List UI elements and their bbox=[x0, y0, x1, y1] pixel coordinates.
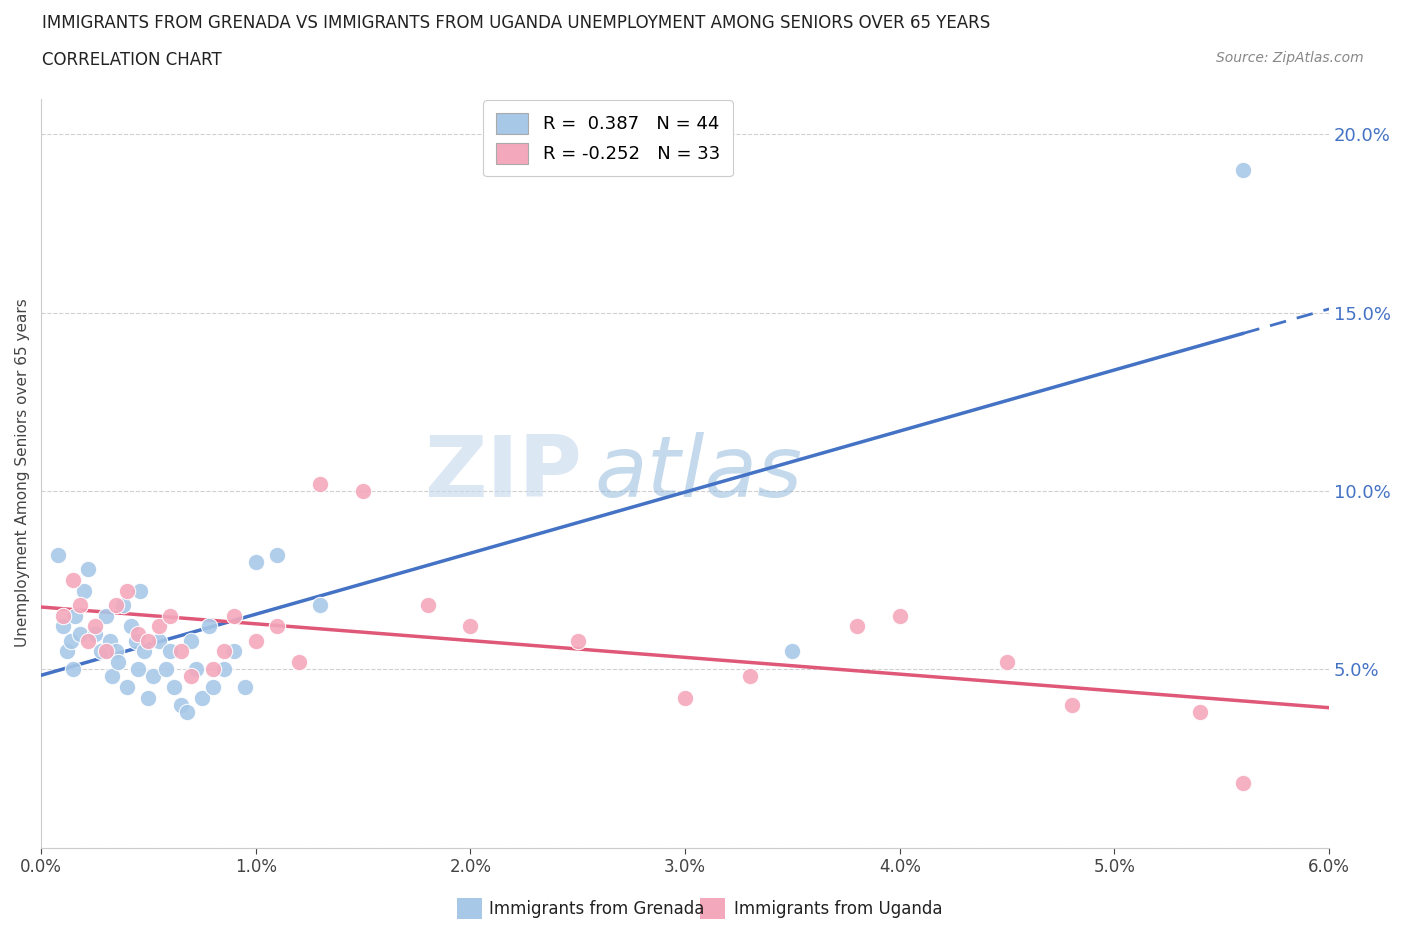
Point bbox=[1232, 776, 1254, 790]
Point bbox=[309, 476, 332, 491]
Point bbox=[245, 555, 267, 570]
Point bbox=[845, 619, 868, 634]
Point bbox=[567, 633, 589, 648]
Point bbox=[69, 626, 91, 641]
Text: ZIP: ZIP bbox=[425, 432, 582, 514]
Point bbox=[105, 644, 128, 658]
Point bbox=[62, 573, 84, 588]
Point bbox=[52, 619, 75, 634]
Point bbox=[352, 484, 374, 498]
Point bbox=[889, 608, 911, 623]
Point bbox=[142, 669, 165, 684]
Legend: R =  0.387   N = 44, R = -0.252   N = 33: R = 0.387 N = 44, R = -0.252 N = 33 bbox=[484, 100, 733, 177]
Point bbox=[52, 608, 75, 623]
Text: Immigrants from Uganda: Immigrants from Uganda bbox=[734, 899, 942, 918]
Point bbox=[738, 669, 761, 684]
Point bbox=[191, 690, 214, 705]
Point bbox=[212, 662, 235, 677]
Point bbox=[62, 662, 84, 677]
Point bbox=[201, 680, 224, 695]
Point bbox=[460, 619, 482, 634]
Point bbox=[245, 633, 267, 648]
Point bbox=[176, 705, 198, 720]
Point bbox=[128, 583, 150, 598]
Point bbox=[233, 680, 256, 695]
Text: CORRELATION CHART: CORRELATION CHART bbox=[42, 51, 222, 69]
Point bbox=[155, 662, 177, 677]
Point bbox=[120, 619, 142, 634]
Point bbox=[115, 583, 138, 598]
Point bbox=[46, 548, 69, 563]
Point bbox=[127, 662, 149, 677]
Point bbox=[90, 644, 112, 658]
Point bbox=[127, 626, 149, 641]
Text: atlas: atlas bbox=[595, 432, 803, 514]
Point bbox=[1232, 163, 1254, 178]
Point bbox=[138, 690, 160, 705]
Point bbox=[212, 644, 235, 658]
Point bbox=[148, 633, 170, 648]
Point bbox=[184, 662, 207, 677]
Point bbox=[148, 619, 170, 634]
Point bbox=[163, 680, 186, 695]
Point bbox=[673, 690, 696, 705]
Point bbox=[83, 619, 105, 634]
Point bbox=[101, 669, 124, 684]
Point bbox=[1189, 705, 1212, 720]
Point bbox=[995, 655, 1018, 670]
Point bbox=[169, 644, 191, 658]
Point bbox=[416, 598, 439, 613]
Point bbox=[60, 633, 83, 648]
Point bbox=[266, 548, 288, 563]
Point bbox=[180, 633, 202, 648]
Point bbox=[159, 644, 181, 658]
Text: Immigrants from Grenada: Immigrants from Grenada bbox=[489, 899, 704, 918]
Point bbox=[197, 619, 219, 634]
Y-axis label: Unemployment Among Seniors over 65 years: Unemployment Among Seniors over 65 years bbox=[15, 299, 30, 647]
Point bbox=[180, 669, 202, 684]
Point bbox=[77, 562, 100, 577]
Text: Source: ZipAtlas.com: Source: ZipAtlas.com bbox=[1216, 51, 1364, 65]
Point bbox=[134, 644, 156, 658]
Point bbox=[115, 680, 138, 695]
Point bbox=[73, 583, 96, 598]
Point bbox=[224, 608, 246, 623]
Point bbox=[111, 598, 134, 613]
Point bbox=[94, 644, 117, 658]
Point bbox=[83, 626, 105, 641]
Point bbox=[159, 608, 181, 623]
Point bbox=[201, 662, 224, 677]
Point bbox=[287, 655, 309, 670]
Point bbox=[105, 598, 128, 613]
Point bbox=[224, 644, 246, 658]
Point bbox=[124, 633, 146, 648]
Point bbox=[98, 633, 121, 648]
Point bbox=[69, 598, 91, 613]
Point bbox=[94, 608, 117, 623]
Point bbox=[77, 633, 100, 648]
Point bbox=[309, 598, 332, 613]
Point bbox=[169, 698, 191, 712]
Point bbox=[266, 619, 288, 634]
Point bbox=[1060, 698, 1083, 712]
Point bbox=[107, 655, 129, 670]
Point bbox=[56, 644, 79, 658]
Text: IMMIGRANTS FROM GRENADA VS IMMIGRANTS FROM UGANDA UNEMPLOYMENT AMONG SENIORS OVE: IMMIGRANTS FROM GRENADA VS IMMIGRANTS FR… bbox=[42, 14, 990, 32]
Point bbox=[65, 608, 87, 623]
Point bbox=[138, 633, 160, 648]
Point bbox=[782, 644, 804, 658]
